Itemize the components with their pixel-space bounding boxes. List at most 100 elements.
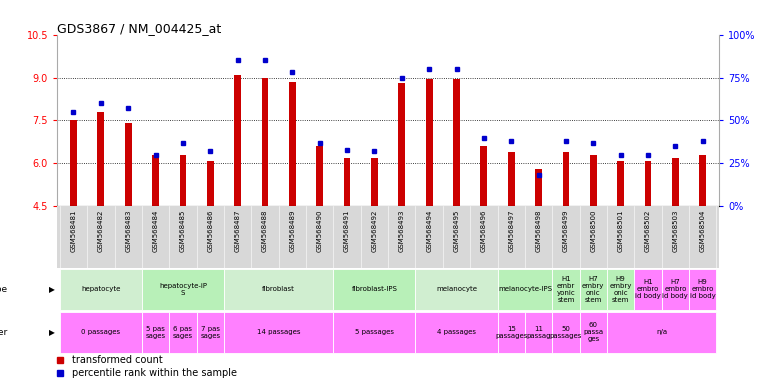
Text: GSM568504: GSM568504 (699, 209, 705, 252)
Bar (207, 161, 214, 207)
Bar (416, 311, 498, 353)
Text: GSM568491: GSM568491 (344, 209, 350, 252)
Text: 5 passages: 5 passages (355, 329, 394, 335)
Bar (371, 158, 378, 207)
Text: 11
passag: 11 passag (527, 326, 551, 339)
Text: 15
passages: 15 passages (495, 326, 527, 339)
Text: ▶: ▶ (49, 285, 55, 294)
Text: melanocyte: melanocyte (436, 286, 477, 292)
Text: GSM568503: GSM568503 (673, 209, 678, 252)
Bar (333, 311, 416, 353)
Bar (60, 269, 142, 310)
Text: H7
embro
id body: H7 embro id body (663, 279, 688, 299)
Text: 5 pas
sages: 5 pas sages (145, 326, 166, 339)
Bar (635, 269, 662, 310)
Text: melanocyte-IPS: melanocyte-IPS (498, 286, 552, 292)
Text: GSM568490: GSM568490 (317, 209, 323, 252)
Text: GSM568495: GSM568495 (454, 209, 460, 252)
Bar (590, 155, 597, 207)
Bar (498, 311, 525, 353)
Bar (425, 79, 432, 207)
Bar (60, 311, 142, 353)
Bar (607, 269, 635, 310)
Bar (344, 158, 351, 207)
Bar (180, 155, 186, 207)
Text: GDS3867 / NM_004425_at: GDS3867 / NM_004425_at (57, 22, 221, 35)
Bar (480, 146, 487, 207)
Bar (562, 152, 569, 207)
Bar (672, 158, 679, 207)
Bar (234, 74, 241, 207)
Bar (317, 146, 323, 207)
Text: H1
embro
id body: H1 embro id body (635, 279, 661, 299)
Bar (97, 112, 104, 207)
Bar (224, 269, 333, 310)
Bar (142, 311, 169, 353)
Bar (607, 311, 716, 353)
Bar (262, 78, 269, 207)
Bar (662, 269, 689, 310)
Text: fibroblast: fibroblast (263, 286, 295, 292)
Bar (70, 121, 77, 207)
Bar (169, 311, 196, 353)
Bar (580, 311, 607, 353)
Bar (416, 269, 498, 310)
Text: H1
embr
yonic
stem: H1 embr yonic stem (556, 276, 575, 303)
Bar (142, 269, 224, 310)
Text: GSM568487: GSM568487 (234, 209, 240, 252)
Text: GSM568494: GSM568494 (426, 209, 432, 252)
Text: 14 passages: 14 passages (257, 329, 301, 335)
Text: ▶: ▶ (49, 328, 55, 337)
Bar (453, 79, 460, 207)
Text: 6 pas
sages: 6 pas sages (173, 326, 193, 339)
Text: GSM568484: GSM568484 (152, 209, 158, 252)
Bar (152, 155, 159, 207)
Text: GSM568497: GSM568497 (508, 209, 514, 252)
Bar (552, 311, 580, 353)
Text: n/a: n/a (656, 329, 667, 335)
Text: GSM568498: GSM568498 (536, 209, 542, 252)
Bar (508, 152, 514, 207)
Text: GSM568493: GSM568493 (399, 209, 405, 252)
Text: 50
passages: 50 passages (549, 326, 582, 339)
Text: GSM568489: GSM568489 (289, 209, 295, 252)
Bar (498, 269, 552, 310)
Bar (125, 123, 132, 207)
Text: H9
embry
onic
stem: H9 embry onic stem (610, 276, 632, 303)
Text: GSM568482: GSM568482 (98, 209, 103, 252)
Text: GSM568501: GSM568501 (618, 209, 624, 252)
Bar (699, 155, 706, 207)
Text: GSM568481: GSM568481 (71, 209, 77, 252)
Text: GSM568500: GSM568500 (591, 209, 597, 252)
Text: other: other (0, 328, 8, 337)
Text: GSM568499: GSM568499 (563, 209, 569, 252)
Bar (535, 169, 542, 207)
Bar (689, 269, 716, 310)
Bar (580, 269, 607, 310)
Text: GSM568486: GSM568486 (207, 209, 213, 252)
Bar (525, 311, 552, 353)
Text: GSM568496: GSM568496 (481, 209, 487, 252)
Text: hepatocyte: hepatocyte (81, 286, 120, 292)
Bar (224, 311, 333, 353)
Text: 60
passa
ges: 60 passa ges (583, 322, 603, 342)
Text: GSM568492: GSM568492 (371, 209, 377, 252)
Bar (289, 82, 296, 207)
Text: hepatocyte-iP
S: hepatocyte-iP S (159, 283, 207, 296)
Text: transformed count: transformed count (72, 355, 162, 365)
Bar (398, 83, 405, 207)
Text: percentile rank within the sample: percentile rank within the sample (72, 368, 237, 378)
Text: 0 passages: 0 passages (81, 329, 120, 335)
Text: GSM568502: GSM568502 (645, 209, 651, 252)
Bar (333, 269, 416, 310)
Text: cell type: cell type (0, 285, 8, 294)
Bar (617, 161, 624, 207)
Text: 4 passages: 4 passages (437, 329, 476, 335)
Text: H9
embro
id body: H9 embro id body (690, 279, 715, 299)
Text: 7 pas
sages: 7 pas sages (200, 326, 221, 339)
Text: H7
embry
onic
stem: H7 embry onic stem (582, 276, 604, 303)
Text: GSM568485: GSM568485 (180, 209, 186, 252)
Bar (552, 269, 580, 310)
Text: fibroblast-IPS: fibroblast-IPS (352, 286, 397, 292)
Text: GSM568488: GSM568488 (262, 209, 268, 252)
